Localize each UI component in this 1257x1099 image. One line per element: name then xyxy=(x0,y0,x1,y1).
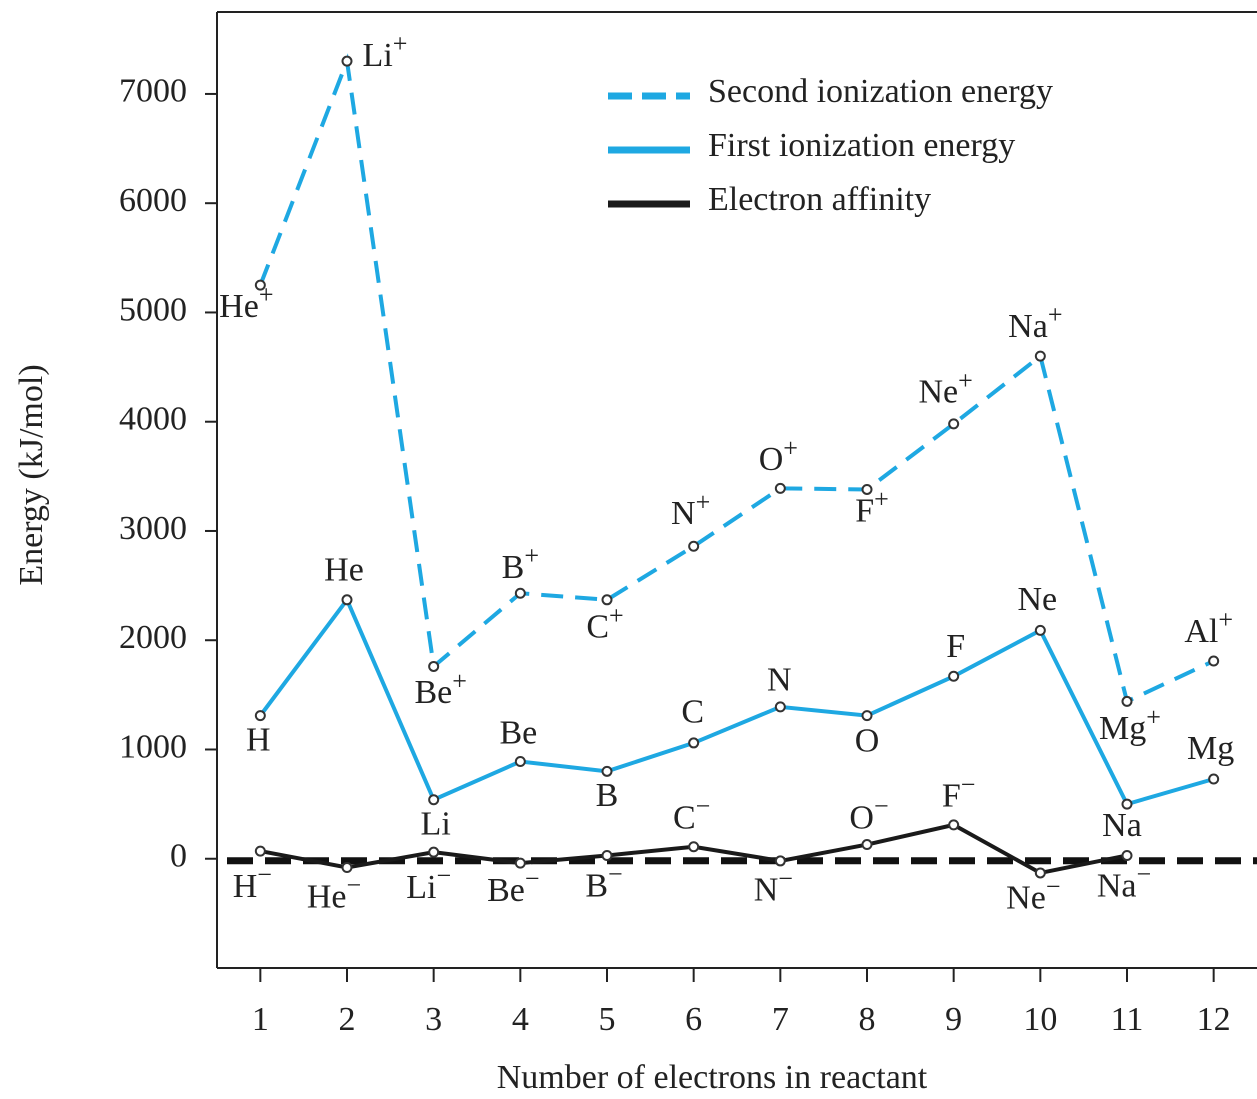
point-marker xyxy=(774,701,786,713)
point-marker xyxy=(948,670,960,682)
x-tick-label: 4 xyxy=(512,1001,529,1038)
point-label: Be xyxy=(499,714,537,751)
point-label: Ne− xyxy=(1006,872,1060,917)
point-marker xyxy=(861,483,873,495)
point-marker xyxy=(254,845,266,857)
x-tick-label: 6 xyxy=(685,1001,702,1038)
point-marker xyxy=(341,594,353,606)
legend-label: Second ionization energy xyxy=(708,73,1053,110)
point-label: B− xyxy=(585,859,622,904)
point-marker xyxy=(601,594,613,606)
point-marker xyxy=(254,279,266,291)
point-marker xyxy=(428,660,440,672)
x-tick-label: 2 xyxy=(339,1001,356,1038)
point-label: Ne xyxy=(1018,581,1058,618)
point-label: C+ xyxy=(586,601,623,646)
point-label: O xyxy=(855,722,880,759)
point-label: Li− xyxy=(406,861,451,906)
point-marker xyxy=(341,55,353,67)
point-marker xyxy=(688,841,700,853)
point-label: N xyxy=(767,662,792,699)
x-tick-label: 7 xyxy=(772,1001,789,1038)
series-line xyxy=(258,53,1215,705)
point-label: B xyxy=(596,777,619,814)
point-marker xyxy=(861,839,873,851)
x-tick-label: 1 xyxy=(252,1001,269,1038)
point-label: He xyxy=(324,552,364,589)
point-label: Al+ xyxy=(1184,605,1233,650)
point-label: Mg xyxy=(1187,730,1234,767)
y-tick-label: 7000 xyxy=(119,73,187,110)
point-label: N+ xyxy=(671,487,710,532)
point-marker xyxy=(1121,798,1133,810)
y-tick-label: 1000 xyxy=(119,728,187,765)
y-tick-label: 2000 xyxy=(119,619,187,656)
point-label: F xyxy=(946,628,965,665)
point-label: H xyxy=(246,721,271,758)
point-marker xyxy=(1208,773,1220,785)
x-tick-label: 5 xyxy=(599,1001,616,1038)
point-marker xyxy=(428,794,440,806)
point-label: Mg+ xyxy=(1099,702,1161,747)
point-marker xyxy=(601,765,613,777)
point-marker xyxy=(1208,655,1220,667)
point-marker xyxy=(948,819,960,831)
x-tick-label: 12 xyxy=(1197,1001,1231,1038)
point-label: O− xyxy=(849,792,888,837)
point-label: C− xyxy=(673,792,710,837)
point-label: F− xyxy=(942,770,976,815)
point-label: Be− xyxy=(487,864,539,909)
point-label: Na− xyxy=(1097,859,1151,904)
point-marker xyxy=(1034,867,1046,879)
point-marker xyxy=(514,756,526,768)
x-tick-label: 11 xyxy=(1111,1001,1144,1038)
point-label: C xyxy=(681,694,704,731)
point-marker xyxy=(601,849,613,861)
point-marker xyxy=(514,857,526,869)
point-label: He− xyxy=(307,870,361,915)
point-marker xyxy=(774,855,786,867)
y-tick-label: 3000 xyxy=(119,510,187,547)
x-tick-label: 9 xyxy=(945,1001,962,1038)
x-tick-label: 10 xyxy=(1023,1001,1057,1038)
point-marker xyxy=(688,540,700,552)
point-label: O+ xyxy=(759,433,798,478)
point-marker xyxy=(1121,849,1133,861)
point-label: N− xyxy=(754,864,793,909)
x-axis-label: Number of electrons in reactant xyxy=(497,1059,928,1096)
point-label: Li+ xyxy=(363,29,408,74)
point-label: He+ xyxy=(219,280,273,325)
y-tick-label: 6000 xyxy=(119,182,187,219)
point-marker xyxy=(514,587,526,599)
point-label: H− xyxy=(233,860,272,905)
point-marker xyxy=(1121,695,1133,707)
y-tick-label: 4000 xyxy=(119,401,187,438)
legend-label: First ionization energy xyxy=(708,127,1015,164)
point-label: Na+ xyxy=(1008,300,1062,345)
point-marker xyxy=(341,861,353,873)
point-marker xyxy=(1034,624,1046,636)
point-marker xyxy=(861,710,873,722)
point-label: Li xyxy=(421,806,451,843)
y-axis-label: Energy (kJ/mol) xyxy=(13,364,50,585)
y-tick-label: 0 xyxy=(170,838,187,875)
point-marker xyxy=(948,418,960,430)
series-line xyxy=(258,595,1215,807)
point-marker xyxy=(1034,350,1046,362)
x-tick-label: 8 xyxy=(859,1001,876,1038)
point-marker xyxy=(774,482,786,494)
point-label: B+ xyxy=(502,541,539,586)
legend-label: Electron affinity xyxy=(708,181,931,218)
point-label: Be+ xyxy=(414,666,466,711)
point-marker xyxy=(254,710,266,722)
point-marker xyxy=(688,737,700,749)
x-tick-label: 3 xyxy=(425,1001,442,1038)
point-label: Na xyxy=(1102,807,1142,844)
point-marker xyxy=(428,846,440,858)
y-tick-label: 5000 xyxy=(119,291,187,328)
point-label: Ne+ xyxy=(919,366,973,411)
